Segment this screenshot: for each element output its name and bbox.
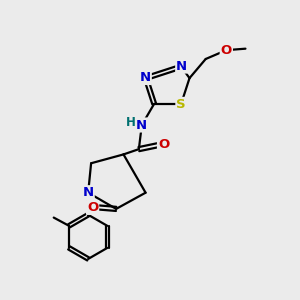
Text: N: N (140, 71, 151, 84)
Text: O: O (221, 44, 232, 57)
Text: N: N (82, 186, 94, 199)
Text: N: N (176, 60, 187, 73)
Text: O: O (87, 201, 98, 214)
Text: N: N (136, 118, 147, 131)
Text: H: H (126, 116, 136, 129)
Text: S: S (176, 98, 186, 111)
Text: O: O (158, 138, 169, 151)
